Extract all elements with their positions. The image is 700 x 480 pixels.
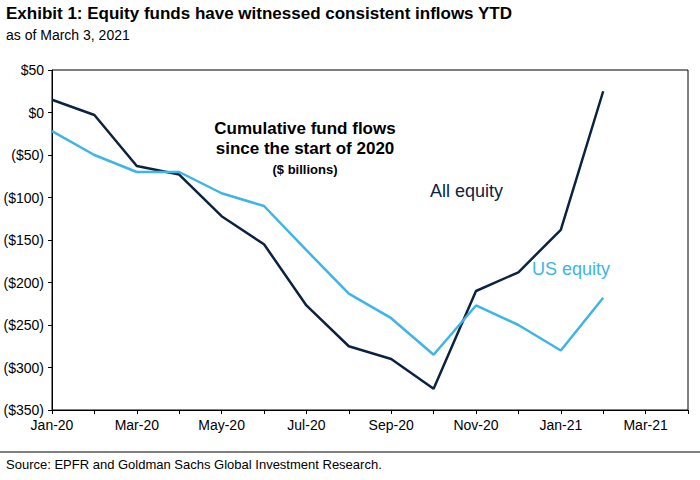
svg-text:Jan-21: Jan-21 [539, 417, 582, 433]
svg-text:($100): ($100) [4, 190, 44, 206]
svg-text:($350): ($350) [4, 402, 44, 418]
svg-text:May-20: May-20 [198, 417, 245, 433]
svg-text:All equity: All equity [430, 181, 503, 201]
svg-text:Sep-20: Sep-20 [369, 417, 414, 433]
svg-text:$0: $0 [28, 105, 44, 121]
svg-text:($50): ($50) [11, 147, 44, 163]
svg-text:since the start of 2020: since the start of 2020 [216, 139, 395, 158]
svg-text:Mar-21: Mar-21 [623, 417, 668, 433]
svg-text:US equity: US equity [532, 259, 610, 279]
svg-text:($250): ($250) [4, 317, 44, 333]
svg-text:($150): ($150) [4, 232, 44, 248]
svg-text:($ billions): ($ billions) [273, 162, 338, 177]
svg-text:$50: $50 [21, 62, 45, 78]
svg-text:Mar-20: Mar-20 [115, 417, 160, 433]
svg-text:($200): ($200) [4, 275, 44, 291]
svg-text:Exhibit 1: Equity funds have w: Exhibit 1: Equity funds have witnessed c… [6, 4, 512, 23]
svg-text:Source: EPFR and Goldman Sachs: Source: EPFR and Goldman Sachs Global In… [6, 457, 382, 472]
svg-text:Jul-20: Jul-20 [287, 417, 325, 433]
svg-text:as of March 3, 2021: as of March 3, 2021 [6, 27, 130, 43]
svg-text:($300): ($300) [4, 360, 44, 376]
svg-text:Jan-20: Jan-20 [31, 417, 74, 433]
svg-text:Cumulative fund flows: Cumulative fund flows [214, 119, 395, 138]
svg-text:Nov-20: Nov-20 [453, 417, 498, 433]
